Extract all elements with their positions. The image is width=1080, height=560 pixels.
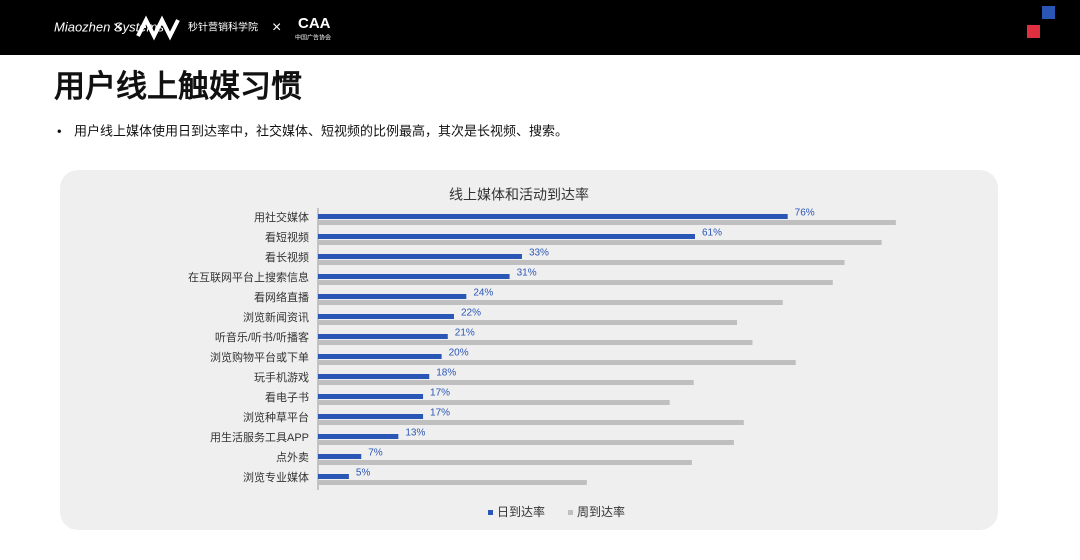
bar [318, 214, 788, 219]
bar [318, 260, 845, 265]
bar [318, 414, 424, 419]
bar [318, 300, 783, 305]
bar [318, 340, 753, 345]
bar [318, 380, 694, 385]
legend-swatch [488, 510, 493, 515]
value-label: 17% [430, 408, 450, 419]
bar [318, 374, 430, 379]
category-label: 浏览新闻资讯 [243, 310, 309, 324]
value-label: 18% [436, 368, 456, 379]
bar [318, 274, 510, 279]
value-label: 5% [356, 468, 371, 479]
legend-label: 日到达率 [497, 504, 545, 519]
value-label: 7% [368, 448, 383, 459]
value-label: 17% [430, 388, 450, 399]
value-label: 21% [455, 328, 475, 339]
bar [318, 400, 670, 405]
bar [318, 254, 522, 259]
value-label: 13% [405, 428, 425, 439]
bar [318, 234, 695, 239]
bullet-text: 用户线上媒体使用日到达率中，社交媒体、短视频的比例最高，其次是长视频、搜索。 [74, 123, 568, 138]
bar [318, 354, 442, 359]
brand: Miaozhen Systems [54, 19, 164, 34]
bar [318, 440, 734, 445]
bar [318, 314, 454, 319]
category-label: 听音乐/听书/听播客 [215, 330, 309, 344]
category-label: 点外卖 [276, 451, 309, 464]
bar [318, 474, 349, 479]
category-label: 浏览种草平台 [243, 410, 309, 424]
bar [318, 360, 796, 365]
category-label: 用社交媒体 [254, 210, 309, 224]
separator: × [113, 19, 122, 36]
deco-square [1042, 6, 1055, 19]
value-label: 33% [529, 248, 549, 259]
bar [318, 240, 882, 245]
category-label: 用生活服务工具APP [210, 430, 309, 444]
bar [318, 460, 692, 465]
bullet-dot: • [57, 123, 62, 138]
bar [318, 420, 744, 425]
category-label: 看电子书 [265, 390, 309, 404]
bar [318, 480, 587, 485]
category-label: 玩手机游戏 [254, 370, 309, 384]
logo [136, 15, 180, 41]
value-label: 22% [461, 308, 481, 319]
partner-name: 中国广告协会 [295, 34, 331, 42]
bar [318, 320, 738, 325]
category-label: 看长视频 [265, 250, 309, 264]
bar [318, 394, 424, 399]
value-label: 76% [795, 208, 815, 219]
separator: × [272, 19, 281, 36]
category-label: 在互联网平台上搜索信息 [188, 270, 309, 284]
value-label: 31% [517, 268, 537, 279]
bar [318, 220, 896, 225]
bar [318, 294, 467, 299]
value-label: 24% [473, 288, 493, 299]
bar [318, 334, 448, 339]
category-label: 看网络直播 [254, 290, 309, 304]
page-title: 用户线上触媒习惯 [54, 69, 302, 104]
partner: CAA [298, 15, 331, 32]
category-label: 浏览购物平台或下单 [210, 350, 309, 364]
category-label: 浏览专业媒体 [243, 470, 309, 484]
institute: 秒针营销科学院 [188, 21, 258, 34]
bar [318, 280, 833, 285]
chart-title: 线上媒体和活动到达率 [449, 187, 589, 203]
bar [318, 434, 399, 439]
value-label: 61% [702, 228, 722, 239]
category-label: 看短视频 [265, 230, 309, 244]
value-label: 20% [449, 348, 469, 359]
deco-square [1027, 25, 1040, 38]
legend-swatch [568, 510, 573, 515]
bar [318, 454, 362, 459]
legend-label: 周到达率 [577, 504, 625, 519]
top-bar [0, 0, 1080, 55]
